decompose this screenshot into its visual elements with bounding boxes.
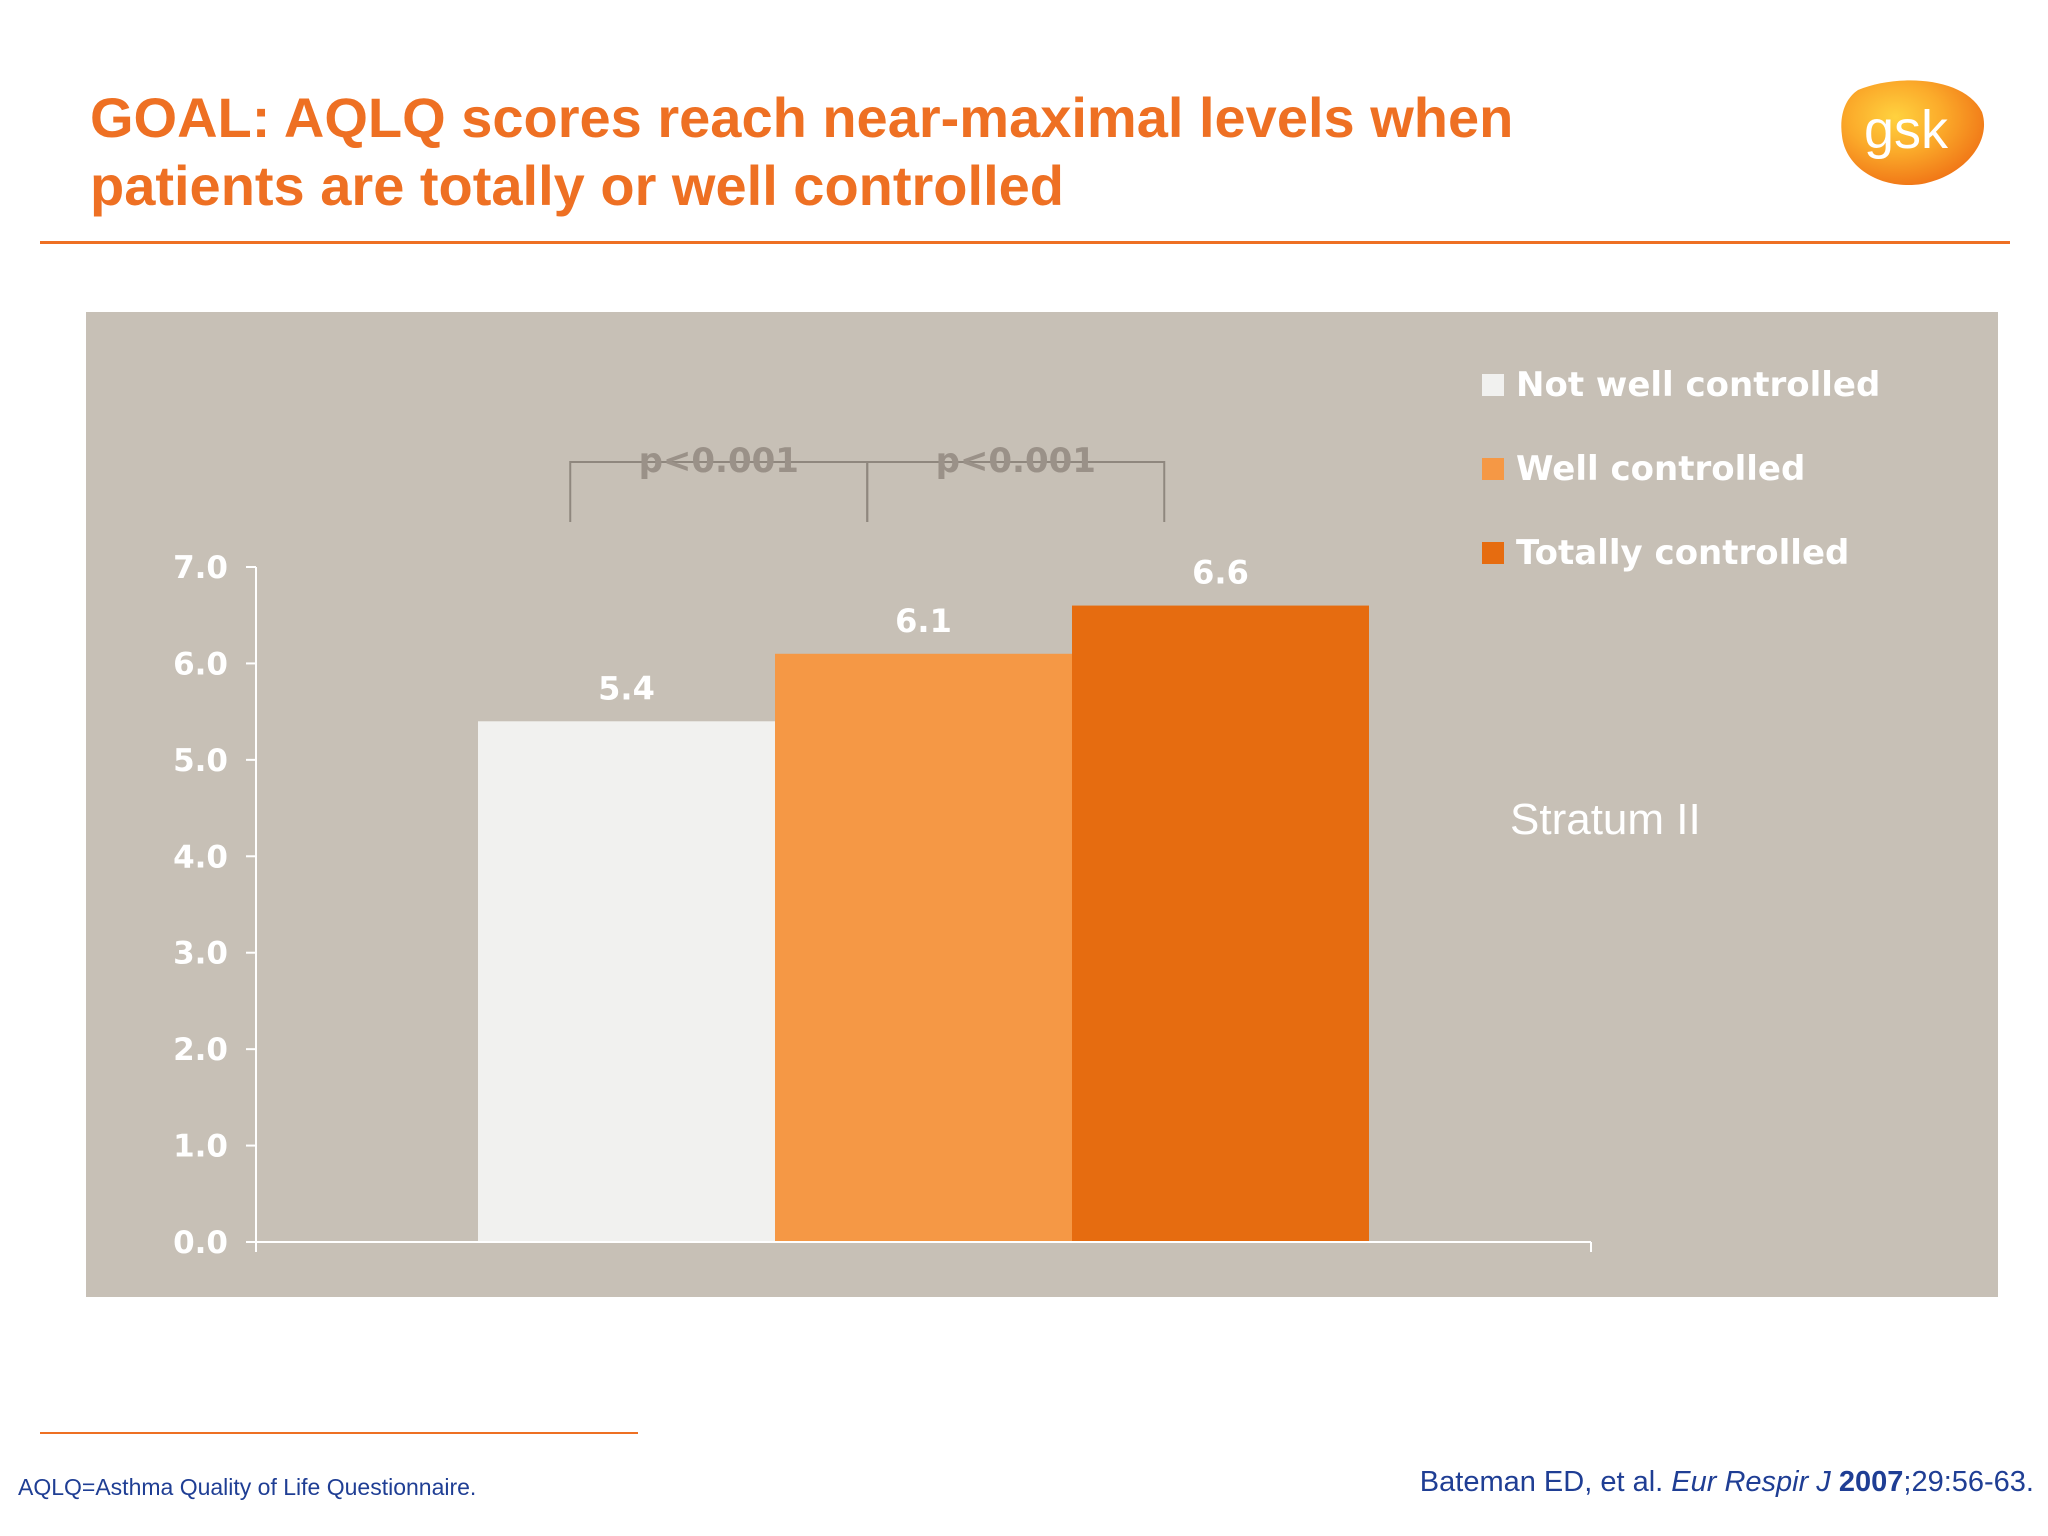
- significance-bracket-2: [866, 461, 1166, 522]
- y-tick-label-3: 3.0: [173, 936, 228, 972]
- y-tick-label-1: 1.0: [173, 1129, 228, 1165]
- slide-title-line-2: patients are totally or well controlled: [90, 154, 1064, 217]
- legend-label-2: Well controlled: [1516, 449, 1805, 489]
- legend-label-3: Totally controlled: [1516, 533, 1849, 573]
- title-divider: [40, 241, 2010, 244]
- y-tick-label-5: 5.0: [173, 743, 228, 779]
- citation: Bateman ED, et al. Eur Respir J 2007;29:…: [1420, 1466, 2034, 1499]
- chart-panel: 5.4n=906.1n=1016.6n=1100.01.02.03.04.05.…: [86, 312, 1998, 1297]
- bar-1: [478, 721, 775, 1242]
- footnote-divider: [40, 1432, 638, 1434]
- bar-2: [775, 653, 1072, 1242]
- p-value-label-2: p<0.001: [936, 441, 1096, 481]
- citation-journal: Eur Respir J: [1671, 1466, 1831, 1498]
- bar-value-label-2: 6.1: [895, 602, 952, 640]
- footnote: AQLQ=Asthma Quality of Life Questionnair…: [18, 1474, 477, 1500]
- bar-value-label-3: 6.6: [1192, 554, 1249, 592]
- citation-year: 2007: [1830, 1466, 1904, 1498]
- bar-chart: 5.4n=906.1n=1016.6n=1100.01.02.03.04.05.…: [173, 365, 1880, 1261]
- legend-swatch-1: [1482, 374, 1504, 396]
- legend-swatch-2: [1482, 458, 1504, 480]
- y-tick-label-6: 6.0: [173, 646, 228, 682]
- citation-pages: ;29:56-63.: [1903, 1466, 2034, 1498]
- legend-label-1: Not well controlled: [1516, 365, 1880, 405]
- y-tick-label-2: 2.0: [173, 1032, 228, 1068]
- svg-text:gsk: gsk: [1864, 100, 1949, 160]
- y-tick-label-0: 0.0: [173, 1225, 228, 1261]
- p-value-label-1: p<0.001: [639, 441, 799, 481]
- stratum-annotation: Stratum II: [1510, 795, 1701, 844]
- gsk-logo: gsk: [1841, 80, 1985, 186]
- slide-title-line-1: GOAL: AQLQ scores reach near-maximal lev…: [90, 86, 1514, 149]
- y-tick-label-4: 4.0: [173, 839, 228, 875]
- legend-swatch-3: [1482, 542, 1504, 564]
- bar-3: [1072, 605, 1369, 1242]
- citation-authors: Bateman ED, et al.: [1419, 1466, 1672, 1498]
- bar-value-label-1: 5.4: [598, 669, 655, 707]
- y-tick-label-7: 7.0: [173, 550, 228, 586]
- slide-title: GOAL: AQLQ scores reach near-maximal lev…: [90, 84, 1650, 220]
